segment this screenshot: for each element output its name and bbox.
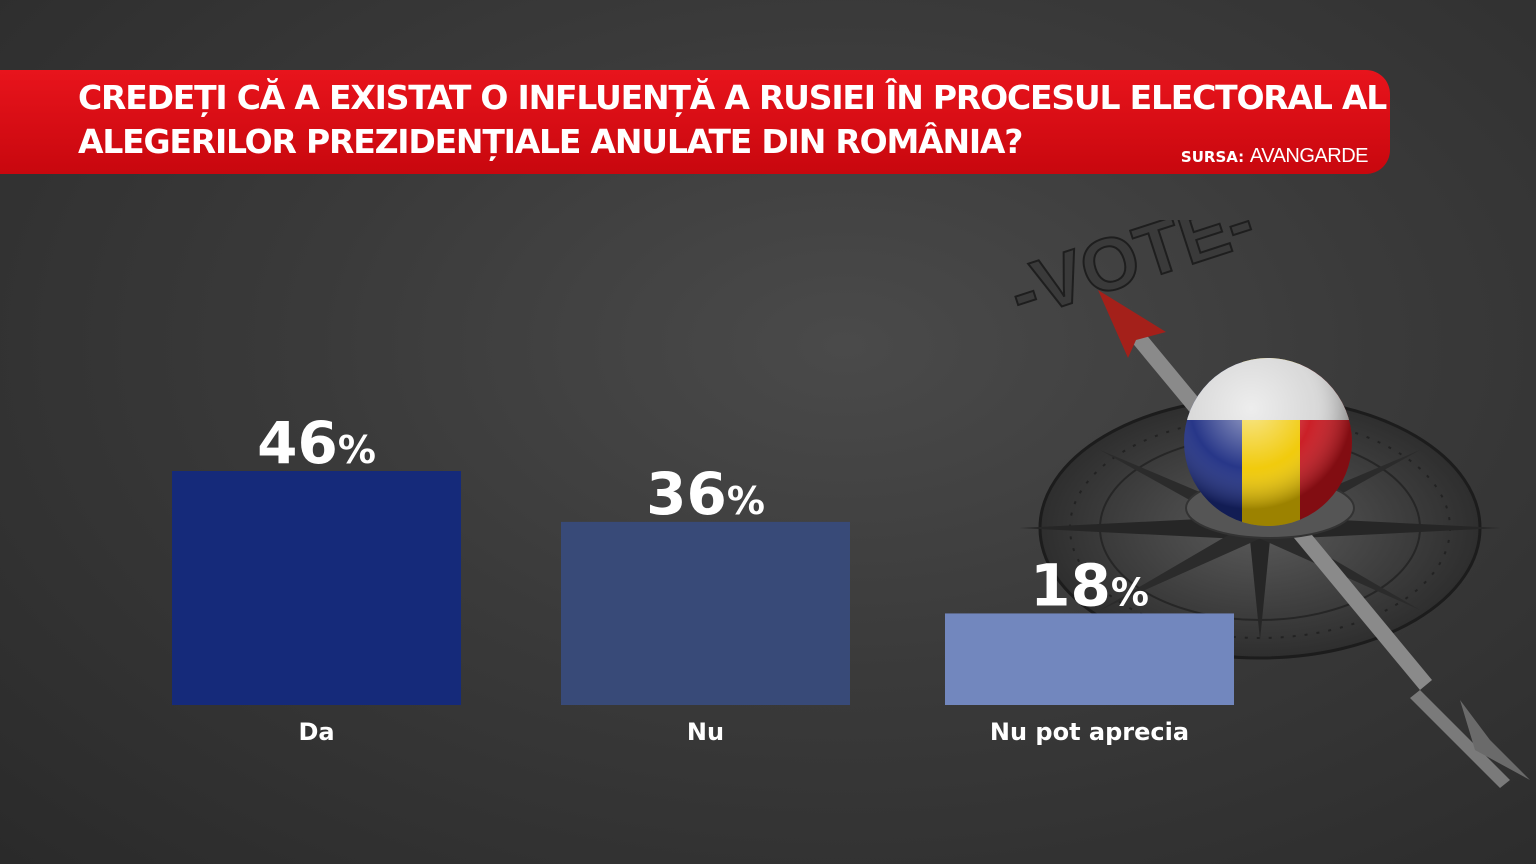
source-label: SURSA: bbox=[1180, 148, 1245, 166]
source-credit: SURSA: AVANGARDE bbox=[1180, 145, 1369, 168]
compass-vote-illustration: -VOTE- bbox=[998, 220, 1530, 788]
category-labels-group: Da Nu Nu pot aprecia bbox=[298, 718, 1189, 746]
value-label-3: 18% bbox=[1030, 551, 1149, 619]
category-label-1: Da bbox=[298, 718, 334, 746]
bar-1 bbox=[172, 471, 461, 705]
bar-2 bbox=[561, 521, 850, 705]
value-label-1: 46% bbox=[257, 409, 376, 477]
bar-3 bbox=[945, 613, 1234, 705]
category-label-3: Nu pot aprecia bbox=[990, 718, 1189, 746]
value-labels-group: 46% 36% 18% bbox=[257, 409, 1149, 619]
bars-group bbox=[172, 471, 1234, 705]
chart-title-line-2: ALEGERILOR PREZIDENȚIALE ANULATE DIN ROM… bbox=[78, 122, 1023, 161]
value-label-2: 36% bbox=[646, 460, 765, 528]
title-banner: SURSA: AVANGARDE bbox=[0, 70, 1390, 174]
chart-title-line-1: CREDEȚI CĂ A EXISTAT O INFLUENȚĂ A RUSIE… bbox=[78, 78, 1387, 117]
category-label-2: Nu bbox=[687, 718, 724, 746]
source-name: AVANGARDE bbox=[1249, 145, 1369, 167]
